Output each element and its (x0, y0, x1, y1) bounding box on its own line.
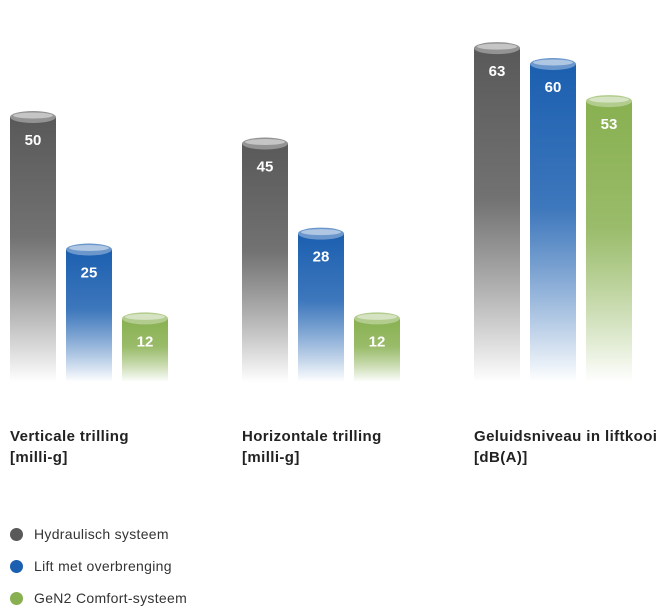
category-label-noise: Geluidsniveau in liftkooi [dB(A)] (474, 426, 657, 468)
bar-cap-highlight (245, 139, 285, 145)
category-label-line2: [dB(A)] (474, 449, 528, 466)
bar: 45 (242, 137, 288, 382)
bar-body (66, 249, 112, 382)
bar-cap-highlight (477, 43, 517, 50)
legend-item: Lift met overbrenging (10, 550, 187, 582)
bar-value-label: 63 (489, 63, 506, 80)
bar-cap-highlight (357, 313, 397, 320)
bar-cap-highlight (533, 59, 573, 66)
legend-swatch (10, 527, 23, 541)
bar-cap-highlight (301, 229, 341, 236)
bar-value-label: 12 (369, 333, 386, 350)
legend-item: Hydraulisch systeem (10, 518, 187, 550)
bar-cap-highlight (589, 96, 629, 103)
bar-cap-highlight (69, 245, 109, 251)
bar: 28 (298, 227, 344, 382)
bar: 63 (474, 42, 520, 382)
bar: 12 (354, 312, 400, 382)
bar-value-label: 28 (313, 249, 330, 266)
bar-body (122, 318, 168, 382)
category-label-line1: Horizontale trilling (242, 428, 382, 445)
category-label-line1: Geluidsniveau in liftkooi (474, 428, 658, 445)
bar-value-label: 25 (81, 265, 98, 282)
bar-body (10, 117, 56, 382)
bar-body (298, 233, 344, 382)
bar-value-label: 12 (137, 333, 154, 350)
category-label-line2: [milli-g] (10, 449, 68, 466)
bar-body (242, 143, 288, 382)
legend-swatch (10, 559, 23, 573)
bar: 50 (10, 111, 56, 382)
legend-label: Hydraulisch systeem (34, 526, 169, 542)
bar-body (474, 48, 520, 382)
category-label-line2: [milli-g] (242, 449, 300, 466)
legend-label: GeN2 Comfort-systeem (34, 590, 188, 606)
bar-body (586, 101, 632, 382)
bar-value-label: 60 (545, 79, 562, 96)
category-label-line1: Verticale trilling (10, 428, 129, 445)
bar-body (530, 64, 576, 382)
bar-cap-highlight (125, 313, 165, 320)
bar-body (354, 318, 400, 382)
category-label-vertical: Verticale trilling [milli-g] (10, 426, 129, 468)
bar-value-label: 50 (25, 132, 42, 149)
chart: 50 25 12 45 28 12 63 60 53 (10, 42, 632, 382)
category-label-horizontal: Horizontale trilling [milli-g] (242, 426, 382, 468)
bar-value-label: 53 (601, 116, 618, 133)
bar-value-label: 45 (257, 159, 274, 176)
bar: 53 (586, 95, 632, 382)
legend-item: GeN2 Comfort-systeem (10, 582, 187, 614)
bar: 12 (122, 312, 168, 382)
legend: Hydraulisch systeem Lift met overbrengin… (10, 518, 187, 614)
bar: 25 (66, 243, 112, 382)
legend-label: Lift met overbrenging (34, 558, 172, 574)
bar-cap-highlight (13, 112, 53, 119)
legend-swatch (10, 591, 23, 605)
bar: 60 (530, 58, 576, 382)
